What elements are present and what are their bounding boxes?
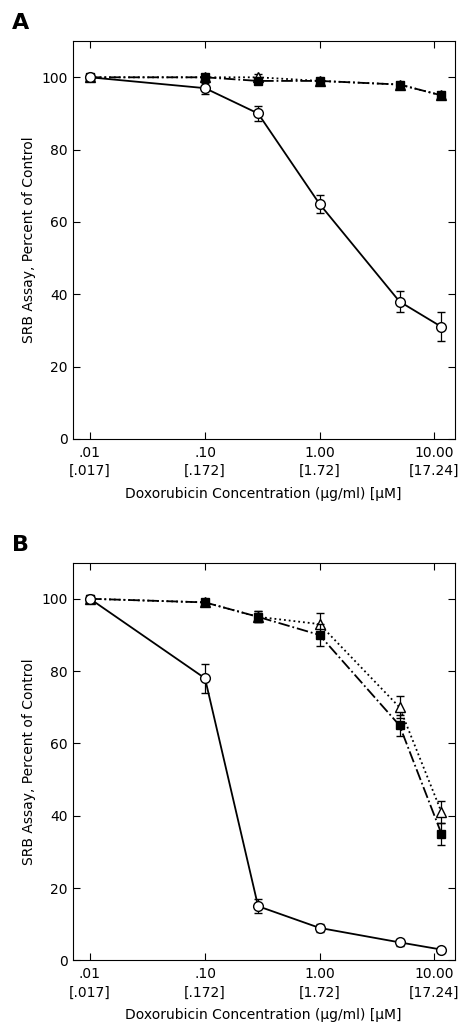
- Y-axis label: SRB Assay, Percent of Control: SRB Assay, Percent of Control: [22, 658, 36, 865]
- Text: A: A: [11, 13, 29, 33]
- X-axis label: Doxorubicin Concentration (μg/ml) [μM]: Doxorubicin Concentration (μg/ml) [μM]: [125, 1008, 402, 1023]
- Text: B: B: [11, 535, 28, 554]
- Y-axis label: SRB Assay, Percent of Control: SRB Assay, Percent of Control: [22, 137, 36, 343]
- X-axis label: Doxorubicin Concentration (μg/ml) [μM]: Doxorubicin Concentration (μg/ml) [μM]: [125, 487, 402, 500]
